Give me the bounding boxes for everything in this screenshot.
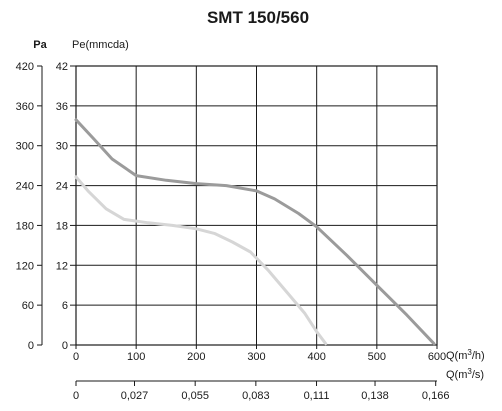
x2-tick-label: 0,055 (181, 390, 209, 402)
x2-tick-label: 0,083 (242, 390, 270, 402)
y-right-tick-label: 12 (56, 260, 68, 272)
x-axis-label: Q(m3/h) (446, 348, 485, 362)
y-right-tick-label: 24 (56, 181, 68, 193)
x-tick-label: 200 (187, 351, 205, 363)
x-tick-label: 400 (307, 351, 325, 363)
x-axis: 0 100 200 300 400 500 600 (73, 345, 446, 363)
x-tick-label: 100 (127, 351, 145, 363)
x2-axis-label: Q(m3/s) (446, 367, 484, 381)
x2-tick-label: 0 (73, 390, 79, 402)
grid (76, 66, 437, 345)
y-right-tick-label: 0 (62, 340, 68, 352)
x-tick-label: 300 (247, 351, 265, 363)
series-group (74, 118, 436, 346)
x2-tick-label: 0,166 (422, 390, 450, 402)
x2-axis: 0 0,027 0,055 0,083 0,111 0,138 0,166 (73, 380, 450, 402)
y-left-tick-label: 60 (22, 300, 34, 312)
chart-title: SMT 150/560 (207, 8, 309, 27)
y-right-tick-label: 36 (56, 101, 68, 113)
y-right-axis: 0 6 12 18 24 30 36 42 (56, 61, 76, 352)
y-left-tick-label: 420 (16, 61, 34, 73)
y-right-axis-label: Pe(mmcda) (72, 39, 129, 51)
x-tick-label: 0 (73, 351, 79, 363)
y-right-tick-label: 18 (56, 220, 68, 232)
y-left-tick-label: 240 (16, 181, 34, 193)
x2-tick-label: 0,027 (121, 390, 149, 402)
y-right-tick-label: 30 (56, 141, 68, 153)
y-left-tick-label: 300 (16, 141, 34, 153)
y-right-tick-label: 6 (62, 300, 68, 312)
x-tick-label: 500 (368, 351, 386, 363)
series-line-1 (74, 118, 436, 346)
series-line-2 (74, 175, 328, 346)
y-left-axis-label: Pa (33, 39, 47, 51)
y-left-tick-label: 360 (16, 101, 34, 113)
x2-tick-label: 0,138 (361, 390, 389, 402)
x-tick-label: 600 (428, 351, 446, 363)
y-left-tick-label: 120 (16, 260, 34, 272)
y-right-tick-label: 42 (56, 61, 68, 73)
y-left-tick-label: 0 (28, 340, 34, 352)
y-left-tick-label: 180 (16, 220, 34, 232)
y-left-axis: 0 60 120 180 240 300 360 420 (16, 61, 43, 352)
x2-tick-label: 0,111 (304, 390, 330, 402)
